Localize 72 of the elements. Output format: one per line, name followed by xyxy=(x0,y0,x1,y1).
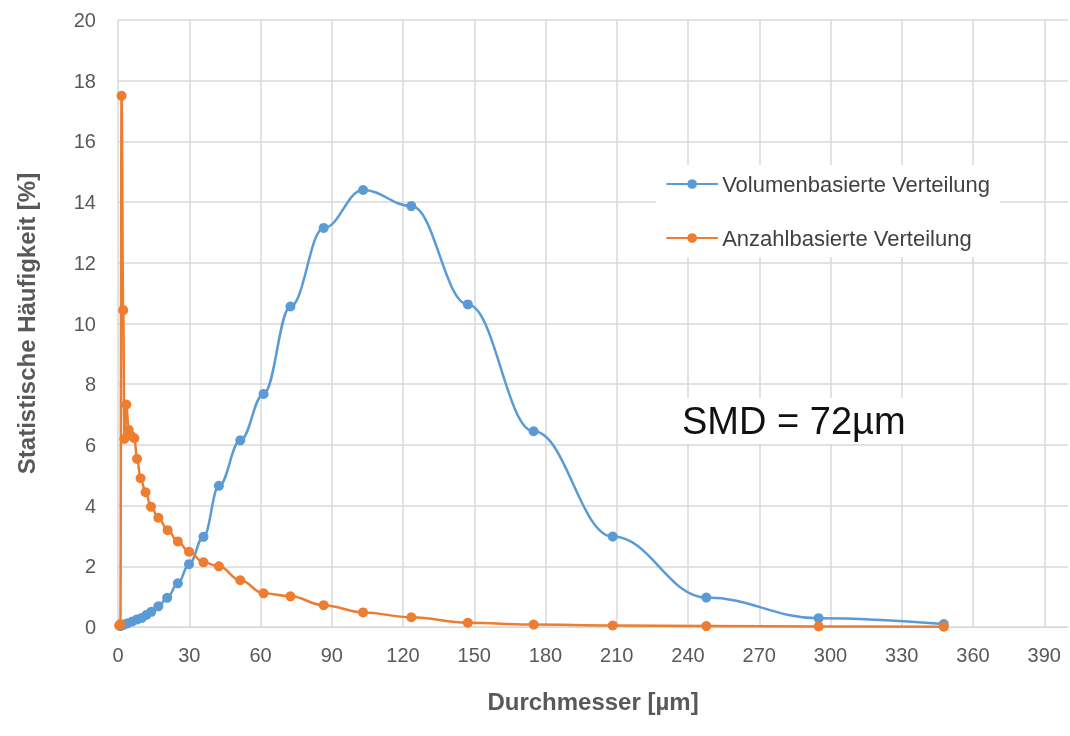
point xyxy=(213,480,224,491)
point xyxy=(198,531,209,542)
x-tick-label: 210 xyxy=(600,644,634,666)
point xyxy=(528,426,539,437)
point xyxy=(258,388,269,399)
y-tick-label: 18 xyxy=(73,69,96,92)
legend-label: Volumenbasierte Verteilung xyxy=(722,171,991,197)
point xyxy=(162,525,173,536)
x-tick-label: 180 xyxy=(528,644,563,666)
point xyxy=(184,546,195,557)
x-tick-label: 360 xyxy=(956,644,990,666)
point xyxy=(116,90,127,101)
y-tick-label: 10 xyxy=(73,312,96,335)
point xyxy=(528,619,539,630)
point xyxy=(285,301,296,312)
point xyxy=(358,184,369,195)
x-tick-label: 330 xyxy=(885,644,919,666)
point xyxy=(701,592,712,603)
point xyxy=(135,473,146,484)
point xyxy=(285,591,296,602)
point xyxy=(607,531,618,542)
point xyxy=(146,501,157,512)
x-tick-label: 150 xyxy=(457,644,491,666)
point xyxy=(318,600,329,611)
point xyxy=(318,222,329,233)
point xyxy=(132,453,142,464)
point xyxy=(118,305,129,316)
point xyxy=(258,588,269,599)
x-tick-label: 30 xyxy=(178,644,201,666)
y-tick-label: 20 xyxy=(73,9,96,31)
x-tick-label: 390 xyxy=(1027,644,1061,666)
y-tick-label: 2 xyxy=(84,555,96,578)
x-tick-label: 0 xyxy=(112,644,124,666)
x-tick-label: 120 xyxy=(386,644,420,666)
point xyxy=(198,557,209,568)
point xyxy=(184,559,195,570)
y-tick-label: 0 xyxy=(84,616,96,638)
y-tick-label: 8 xyxy=(84,373,96,396)
point xyxy=(146,606,157,617)
point xyxy=(172,578,183,589)
point xyxy=(607,620,618,631)
point xyxy=(813,621,824,632)
point xyxy=(153,512,164,523)
point xyxy=(172,536,183,547)
x-tick-label: 300 xyxy=(813,644,848,666)
y-tick-label: 4 xyxy=(84,494,96,517)
point xyxy=(701,621,712,632)
annotation: SMD = 72µm xyxy=(682,400,906,442)
point xyxy=(235,575,246,586)
point xyxy=(213,561,224,572)
y-tick-label: 16 xyxy=(73,130,96,153)
point xyxy=(358,607,369,618)
point xyxy=(121,399,132,410)
point xyxy=(153,601,164,612)
point xyxy=(462,617,473,628)
y-tick-label: 12 xyxy=(73,251,96,274)
y-tick-label: 14 xyxy=(73,191,96,214)
y-axis-title: Statistische Häufigkeit [%] xyxy=(12,172,40,475)
y-tick-label: 6 xyxy=(84,433,96,456)
x-tick-label: 60 xyxy=(249,644,272,666)
point xyxy=(140,487,151,498)
point xyxy=(235,435,246,446)
x-tick-label: 240 xyxy=(671,644,705,666)
legend-label: Anzahlbasierte Verteilung xyxy=(722,225,972,251)
point xyxy=(462,299,473,310)
point xyxy=(162,592,173,603)
point xyxy=(406,201,417,212)
x-tick-label: 90 xyxy=(320,644,343,666)
point xyxy=(406,612,417,623)
x-axis-title: Durchmesser [µm] xyxy=(487,687,699,715)
point xyxy=(813,613,824,624)
x-tick-label: 270 xyxy=(742,644,776,666)
